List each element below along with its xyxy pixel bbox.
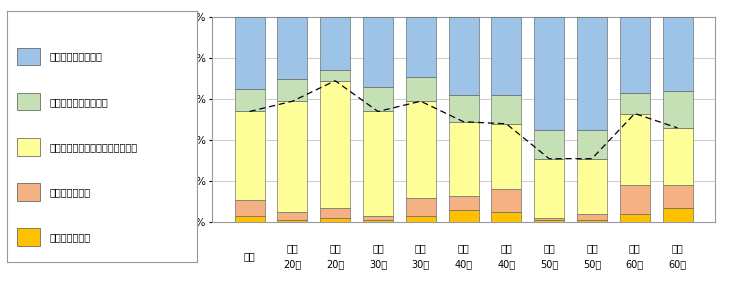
Text: 60代: 60代 — [669, 259, 687, 269]
Text: 男性: 男性 — [372, 243, 384, 253]
Text: 60代: 60代 — [626, 259, 644, 269]
Bar — [534, 220, 564, 222]
Bar — [448, 196, 479, 210]
Text: 男性: 男性 — [543, 243, 555, 253]
Bar — [577, 220, 607, 222]
Text: 20代: 20代 — [283, 259, 301, 269]
Text: どちらともいえない・わからない: どちらともいえない・わからない — [49, 142, 137, 152]
Bar — [577, 214, 607, 220]
Text: 50代: 50代 — [540, 259, 558, 269]
Bar — [448, 122, 479, 196]
Text: 40代: 40代 — [497, 259, 515, 269]
Text: 男性: 男性 — [458, 243, 469, 253]
Bar — [620, 214, 650, 222]
Text: 30代: 30代 — [369, 259, 387, 269]
Bar — [448, 95, 479, 122]
Text: 女性: 女性 — [501, 243, 512, 253]
Text: 40代: 40代 — [455, 259, 472, 269]
Bar — [620, 113, 650, 185]
Text: ぜひ利用したい: ぜひ利用したい — [49, 232, 91, 242]
FancyBboxPatch shape — [17, 48, 39, 65]
FancyBboxPatch shape — [17, 138, 39, 156]
Bar — [534, 130, 564, 159]
Bar — [448, 210, 479, 222]
Bar — [277, 79, 307, 101]
Bar — [234, 111, 264, 200]
Bar — [363, 216, 393, 220]
Bar — [406, 216, 436, 222]
Bar — [577, 17, 607, 130]
Bar — [320, 70, 350, 81]
Text: 30代: 30代 — [412, 259, 430, 269]
Bar — [491, 212, 521, 222]
Bar — [663, 208, 693, 222]
Bar — [406, 77, 436, 101]
Bar — [320, 208, 350, 218]
Text: まあ利用したい: まあ利用したい — [49, 187, 91, 197]
Bar — [277, 220, 307, 222]
Text: 女性: 女性 — [672, 243, 683, 253]
Text: 女性: 女性 — [415, 243, 426, 253]
Text: 男性: 男性 — [629, 243, 641, 253]
Bar — [577, 130, 607, 159]
Bar — [406, 198, 436, 216]
Bar — [620, 93, 650, 113]
Bar — [277, 101, 307, 212]
Bar — [406, 17, 436, 77]
Bar — [577, 159, 607, 214]
Bar — [491, 17, 521, 95]
Bar — [406, 101, 436, 198]
Bar — [448, 17, 479, 95]
Bar — [320, 17, 350, 70]
FancyBboxPatch shape — [17, 93, 39, 111]
Bar — [491, 124, 521, 190]
Bar — [663, 91, 693, 128]
Text: 女性: 女性 — [586, 243, 598, 253]
FancyBboxPatch shape — [17, 183, 39, 201]
Bar — [663, 128, 693, 185]
Text: 男性: 男性 — [286, 243, 299, 253]
Text: 50代: 50代 — [583, 259, 601, 269]
Bar — [663, 185, 693, 208]
Bar — [534, 218, 564, 220]
Bar — [320, 218, 350, 222]
Text: 全く利用したくない: 全く利用したくない — [49, 52, 102, 62]
Text: あまり利用したくない: あまり利用したくない — [49, 97, 108, 107]
Bar — [363, 17, 393, 87]
Bar — [363, 220, 393, 222]
Bar — [277, 17, 307, 79]
Bar — [234, 200, 264, 216]
Bar — [620, 17, 650, 93]
Text: 全体: 全体 — [244, 251, 256, 261]
Bar — [363, 87, 393, 111]
Text: 20代: 20代 — [326, 259, 345, 269]
Bar — [491, 95, 521, 124]
Bar — [234, 216, 264, 222]
Bar — [363, 111, 393, 216]
Bar — [234, 17, 264, 89]
FancyBboxPatch shape — [17, 228, 39, 246]
Bar — [620, 185, 650, 214]
Bar — [534, 17, 564, 130]
Bar — [534, 159, 564, 218]
Bar — [491, 190, 521, 212]
Bar — [234, 89, 264, 111]
Bar — [277, 212, 307, 220]
Text: 女性: 女性 — [329, 243, 341, 253]
Bar — [320, 81, 350, 208]
Bar — [663, 17, 693, 91]
